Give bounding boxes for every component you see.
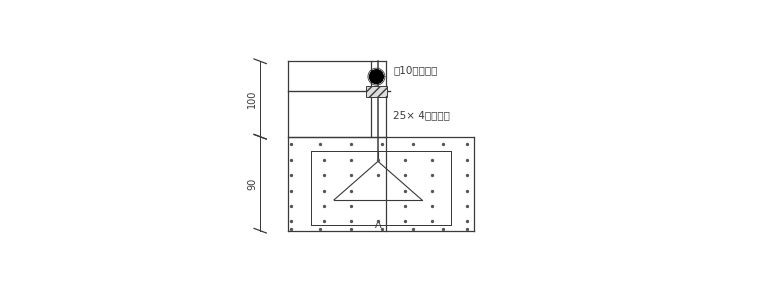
Text: 90: 90 — [248, 178, 258, 190]
Bar — [366, 86, 387, 98]
Text: 100: 100 — [248, 90, 258, 108]
Circle shape — [369, 70, 383, 84]
Text: A: A — [375, 220, 382, 229]
Text: 25× 4镀锌扁钓: 25× 4镀锌扁钓 — [394, 110, 450, 120]
Text: 10镀锌圆钓: 10镀锌圆钓 — [394, 65, 438, 76]
